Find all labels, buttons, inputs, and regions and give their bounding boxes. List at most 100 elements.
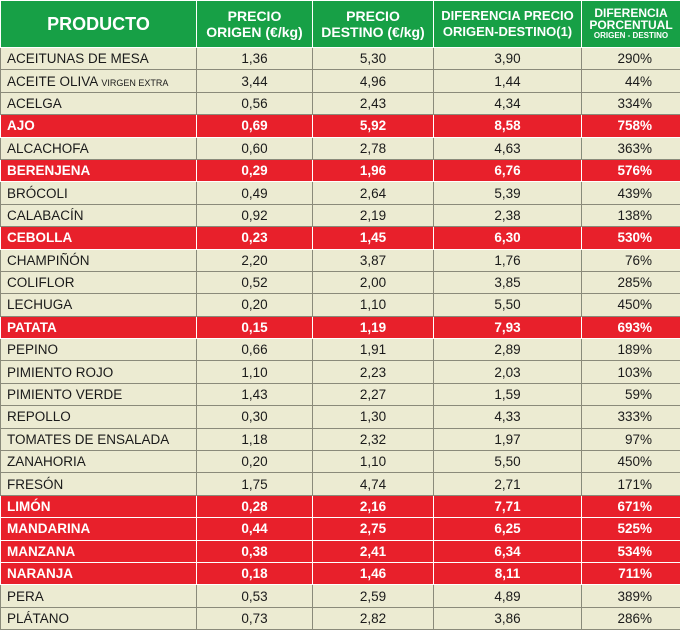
producto-name: TOMATES DE ENSALADA: [7, 431, 170, 447]
cell-diferencia: 6,25: [433, 517, 582, 541]
cell-porcentaje: 389%: [581, 584, 680, 608]
cell-precio-origen: 0,53: [196, 584, 313, 608]
cell-producto: LIMÓN: [0, 494, 197, 519]
cell-diferencia: 2,71: [433, 472, 582, 496]
producto-name: PLÁTANO: [7, 610, 70, 626]
cell-producto: ZANAHORIA: [0, 450, 197, 474]
cell-porcentaje: 286%: [581, 606, 680, 630]
cell-precio-origen: 0,20: [196, 450, 313, 474]
cell-porcentaje: 189%: [581, 338, 680, 362]
table-row: PATATA 0,15 1,19 7,93 693%: [0, 315, 680, 340]
cell-producto: FRESÓN: [0, 472, 197, 496]
cell-precio-destino: 2,27: [312, 382, 434, 407]
table-row: CEBOLLA 0,23 1,45 6,30 530%: [0, 226, 680, 250]
header-pct-line3: ORIGEN - DESTINO: [593, 31, 669, 40]
table-header: PRODUCTO PRECIO ORIGEN (€/kg) PRECIO DES…: [0, 0, 680, 48]
cell-diferencia: 6,34: [433, 539, 582, 563]
cell-precio-origen: 0,73: [196, 606, 313, 630]
cell-precio-origen: 0,92: [196, 203, 313, 228]
cell-diferencia: 3,86: [433, 606, 582, 630]
cell-producto: PEPINO: [0, 338, 197, 362]
cell-precio-origen: 0,44: [196, 517, 313, 541]
cell-producto: PERA: [0, 584, 197, 608]
table-row: ACELGA 0,56 2,43 4,34 334%: [0, 91, 680, 116]
cell-porcentaje: 285%: [581, 270, 680, 295]
table-row: BERENJENA 0,29 1,96 6,76 576%: [0, 158, 680, 183]
cell-porcentaje: 76%: [581, 248, 680, 272]
cell-precio-destino: 1,45: [312, 226, 434, 250]
cell-precio-destino: 2,00: [312, 270, 434, 295]
table-row: CHAMPIÑÓN 2,20 3,87 1,76 76%: [0, 248, 680, 272]
cell-precio-origen: 0,49: [196, 181, 313, 205]
producto-name: COLIFLOR: [7, 275, 75, 291]
cell-porcentaje: 439%: [581, 181, 680, 205]
cell-diferencia: 3,90: [433, 46, 582, 71]
producto-name: BRÓCOLI: [7, 185, 68, 201]
cell-producto: PIMIENTO ROJO: [0, 360, 197, 384]
cell-producto: PIMIENTO VERDE: [0, 382, 197, 407]
cell-porcentaje: 363%: [581, 136, 680, 160]
table-row: ACEITUNAS DE MESA 1,36 5,30 3,90 290%: [0, 46, 680, 71]
producto-name: MANZANA: [7, 543, 76, 559]
producto-name: ACELGA: [7, 95, 62, 111]
cell-precio-destino: 3,87: [312, 248, 434, 272]
cell-precio-destino: 5,92: [312, 114, 434, 138]
cell-precio-origen: 1,18: [196, 427, 313, 452]
cell-diferencia: 7,93: [433, 315, 582, 340]
cell-diferencia: 5,50: [433, 293, 582, 317]
cell-porcentaje: 333%: [581, 405, 680, 429]
cell-precio-origen: 3,44: [196, 69, 313, 93]
producto-name: ACEITE OLIVA: [7, 73, 98, 89]
table-row: CALABACÍN 0,92 2,19 2,38 138%: [0, 203, 680, 228]
header-precio-origen-line2: ORIGEN (€/kg): [206, 24, 303, 40]
table-body: ACEITUNAS DE MESA 1,36 5,30 3,90 290% ACEITE …: [0, 46, 680, 630]
cell-precio-destino: 2,64: [312, 181, 434, 205]
header-producto-label: PRODUCTO: [47, 14, 150, 34]
table-row: ALCACHOFA 0,60 2,78 4,63 363%: [0, 136, 680, 160]
producto-name: PATATA: [7, 319, 57, 335]
cell-producto: NARANJA: [0, 561, 197, 586]
table-row: ZANAHORIA 0,20 1,10 5,50 450%: [0, 450, 680, 474]
header-precio-origen-line1: PRECIO: [227, 8, 282, 24]
producto-name: MANDARINA: [7, 521, 91, 537]
cell-precio-origen: 0,30: [196, 405, 313, 429]
producto-name: CALABACÍN: [7, 207, 84, 223]
header-producto: PRODUCTO: [0, 0, 197, 48]
cell-precio-origen: 0,20: [196, 293, 313, 317]
cell-precio-destino: 2,75: [312, 517, 434, 541]
cell-porcentaje: 334%: [581, 91, 680, 116]
producto-name: CEBOLLA: [7, 230, 73, 246]
cell-porcentaje: 711%: [581, 561, 680, 586]
cell-precio-origen: 1,43: [196, 382, 313, 407]
header-diferencia-porcentual: DIFERENCIA PORCENTUAL ORIGEN - DESTINO: [581, 0, 680, 48]
cell-precio-origen: 0,18: [196, 561, 313, 586]
cell-porcentaje: 693%: [581, 315, 680, 340]
cell-producto: ACELGA: [0, 91, 197, 116]
producto-name: PEPINO: [7, 342, 59, 358]
cell-diferencia: 5,39: [433, 181, 582, 205]
header-diferencia-line2: ORIGEN-DESTINO(1): [442, 24, 573, 39]
cell-diferencia: 1,59: [433, 382, 582, 407]
cell-precio-destino: 2,16: [312, 494, 434, 519]
cell-producto: LECHUGA: [0, 293, 197, 317]
cell-precio-destino: 1,10: [312, 450, 434, 474]
header-precio-destino-line2: DESTINO (€/kg): [321, 24, 425, 40]
header-diferencia-precio: DIFERENCIA PRECIO ORIGEN-DESTINO(1): [433, 0, 582, 48]
cell-diferencia: 1,44: [433, 69, 582, 93]
cell-porcentaje: 530%: [581, 226, 680, 250]
cell-precio-origen: 0,56: [196, 91, 313, 116]
cell-precio-destino: 1,10: [312, 293, 434, 317]
cell-producto: ACEITE OLIVA VIRGEN EXTRA: [0, 69, 197, 93]
cell-precio-destino: 1,19: [312, 315, 434, 340]
cell-precio-origen: 0,15: [196, 315, 313, 340]
producto-suffix: VIRGEN EXTRA: [101, 77, 169, 88]
cell-diferencia: 5,50: [433, 450, 582, 474]
cell-precio-origen: 0,28: [196, 494, 313, 519]
cell-precio-destino: 2,43: [312, 91, 434, 116]
cell-precio-origen: 0,38: [196, 539, 313, 563]
producto-name: CHAMPIÑÓN: [7, 252, 90, 268]
cell-diferencia: 8,11: [433, 561, 582, 586]
cell-producto: REPOLLO: [0, 405, 197, 429]
cell-precio-origen: 1,10: [196, 360, 313, 384]
